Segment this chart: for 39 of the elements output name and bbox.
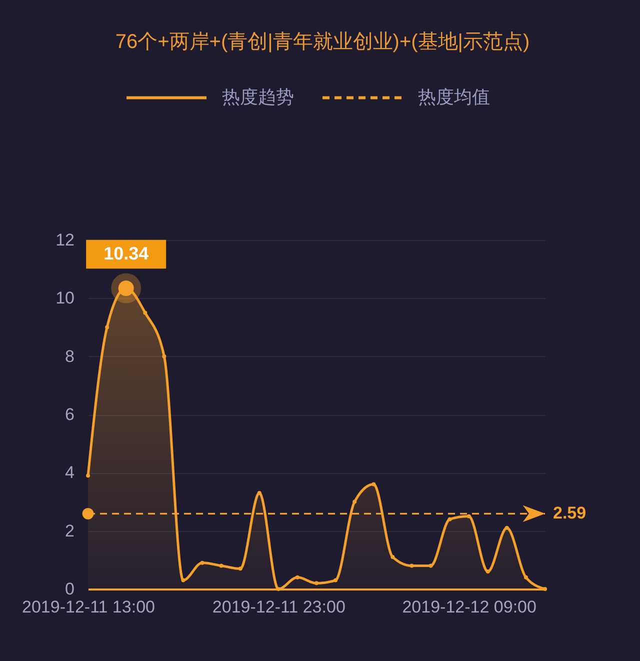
y-tick-label: 10	[56, 288, 74, 308]
point	[86, 474, 90, 478]
point	[428, 564, 433, 568]
point	[181, 578, 186, 582]
point	[334, 578, 338, 582]
point	[390, 555, 395, 560]
y-tick-label: 12	[56, 230, 74, 250]
x-tick-label: 2019-12-12 09:00	[402, 598, 536, 616]
point	[486, 570, 490, 574]
y-tick-label: 4	[65, 463, 74, 482]
point	[504, 526, 509, 530]
point	[143, 310, 148, 315]
point	[410, 564, 414, 568]
point	[524, 575, 528, 580]
point	[219, 564, 224, 568]
point	[200, 560, 204, 565]
data-label: 2.59	[553, 504, 586, 523]
point	[314, 581, 318, 586]
legend-label: 热度趋势	[222, 86, 294, 107]
x-tick-label: 2019-12-11 13:00	[22, 598, 155, 616]
y-tick-label: 8	[65, 346, 74, 366]
y-tick-label: 6	[65, 405, 74, 424]
data-label: 10.34	[104, 243, 149, 264]
point	[352, 500, 357, 504]
x-tick-label: 2019-12-11 23:00	[212, 598, 346, 616]
point	[372, 482, 376, 486]
point	[466, 514, 471, 518]
chart-title: 76个+两岸+(青创|青年就业创业)+(基地|示范点)	[115, 31, 530, 53]
point	[105, 325, 110, 330]
point	[238, 566, 242, 571]
point	[257, 491, 262, 496]
y-tick-label: 0	[65, 580, 74, 598]
point	[162, 354, 166, 358]
legend-label: 热度均值	[418, 86, 490, 107]
point	[448, 517, 452, 522]
point	[295, 575, 300, 580]
y-tick-label: 2	[65, 521, 74, 540]
point	[82, 508, 94, 520]
point	[543, 587, 547, 591]
